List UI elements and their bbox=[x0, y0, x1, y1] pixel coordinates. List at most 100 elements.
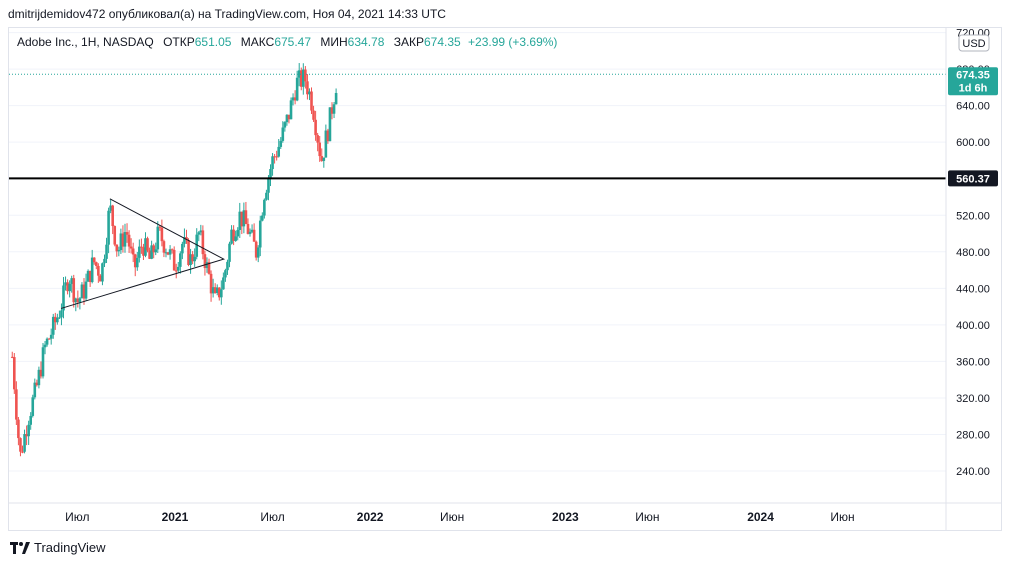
candle-body bbox=[166, 252, 170, 255]
price-tick-label: 400.00 bbox=[956, 320, 990, 332]
time-tick-label: Июл bbox=[65, 510, 89, 524]
candle-body bbox=[131, 248, 135, 255]
candle-body bbox=[51, 316, 55, 335]
candle-body bbox=[135, 257, 139, 268]
candle-body bbox=[283, 122, 287, 128]
candle-body bbox=[160, 227, 164, 242]
candle-body bbox=[39, 369, 43, 377]
candle-body bbox=[224, 270, 227, 278]
candle-body bbox=[127, 234, 131, 247]
footer-brand[interactable]: TradingView bbox=[10, 540, 106, 555]
level-badge bbox=[948, 170, 998, 187]
candle-body bbox=[29, 415, 33, 425]
price-tick-label: 440.00 bbox=[956, 283, 990, 295]
candle-body bbox=[250, 229, 254, 232]
candle-body bbox=[53, 316, 57, 323]
candle-body bbox=[64, 282, 67, 286]
price-tick-label: 600.00 bbox=[956, 137, 990, 149]
candle-body bbox=[150, 245, 153, 259]
candle-body bbox=[285, 114, 289, 123]
candle-body bbox=[13, 357, 16, 390]
candle-body bbox=[213, 287, 217, 293]
candle-body bbox=[101, 263, 104, 282]
candle-body bbox=[217, 287, 221, 298]
candle-body bbox=[146, 238, 149, 251]
price-tick-label: 480.00 bbox=[956, 247, 990, 259]
candle-body bbox=[62, 285, 65, 311]
candle-body bbox=[119, 233, 123, 251]
candle-body bbox=[205, 262, 209, 269]
candle-body bbox=[261, 215, 264, 221]
candle-body bbox=[84, 281, 88, 299]
candle-body bbox=[289, 100, 293, 120]
low-label: МИН bbox=[320, 35, 348, 49]
candle-body bbox=[269, 169, 272, 178]
candle-body bbox=[179, 253, 182, 267]
candle-body bbox=[220, 289, 223, 298]
candle-body bbox=[312, 110, 315, 120]
candle-body bbox=[242, 210, 246, 227]
candle-body bbox=[142, 247, 145, 256]
time-tick-label: 2024 bbox=[747, 510, 774, 524]
price-tick-label: 520.00 bbox=[956, 210, 990, 222]
candle-body bbox=[15, 389, 18, 420]
price-tick-label: 240.00 bbox=[956, 466, 990, 478]
candle-body bbox=[174, 270, 178, 272]
candle-body bbox=[189, 254, 192, 266]
candle-body bbox=[31, 397, 35, 416]
candle-body bbox=[105, 244, 108, 259]
candle-body bbox=[172, 249, 176, 271]
triangle-drawing[interactable] bbox=[60, 198, 226, 309]
candle-body bbox=[121, 233, 125, 247]
candle-body bbox=[215, 287, 219, 293]
tradingview-logo-icon bbox=[10, 541, 30, 554]
candle-body bbox=[332, 104, 336, 114]
candle-body bbox=[295, 77, 299, 101]
candle-body bbox=[254, 241, 258, 258]
candle-body bbox=[47, 338, 51, 340]
candle-body bbox=[35, 382, 39, 386]
candle-body bbox=[304, 69, 307, 82]
footer-brand-label: TradingView bbox=[34, 540, 106, 555]
symbol-label: Adobe Inc., 1H, NASDAQ bbox=[17, 35, 154, 49]
candle-body bbox=[99, 275, 102, 282]
candle-body bbox=[138, 246, 141, 258]
price-tick-label: 320.00 bbox=[956, 393, 990, 405]
candle-body bbox=[256, 247, 260, 258]
candle-body bbox=[232, 229, 235, 241]
candle-body bbox=[267, 177, 270, 193]
candle-body bbox=[318, 142, 322, 157]
candle-body bbox=[330, 107, 334, 114]
candle-body bbox=[201, 230, 205, 255]
candle-body bbox=[88, 270, 92, 283]
candle-body bbox=[41, 347, 45, 377]
candle-body bbox=[148, 250, 151, 259]
candle-body bbox=[80, 284, 84, 299]
price-axis[interactable]: 240.00 280.00 320.00 360.00 400.00 440.00 480.… bbox=[945, 28, 990, 531]
candle-body bbox=[92, 257, 96, 263]
candle-body bbox=[72, 278, 76, 303]
candle-body bbox=[273, 156, 276, 158]
currency-badge bbox=[958, 34, 990, 52]
countdown-badge-label: 1d 6h bbox=[959, 82, 988, 94]
candle-body bbox=[181, 243, 184, 254]
candle-body bbox=[320, 156, 324, 161]
time-axis[interactable]: Июл 2021 Июл 2022 Июн 2023 Июн 2024 Июн bbox=[9, 502, 1001, 524]
candle-body bbox=[19, 438, 22, 452]
candle-body bbox=[162, 241, 166, 253]
time-tick-label: 2023 bbox=[552, 510, 579, 524]
price-tick-label: 280.00 bbox=[956, 429, 990, 441]
candle-body bbox=[56, 317, 59, 323]
candle-body bbox=[187, 240, 190, 266]
candle-body bbox=[310, 91, 313, 111]
candle-body bbox=[299, 70, 303, 87]
last-price-badge bbox=[948, 67, 998, 96]
candle-body bbox=[297, 70, 301, 78]
candle-body bbox=[78, 298, 82, 303]
candle-body bbox=[43, 344, 47, 348]
candle-body bbox=[207, 262, 211, 274]
chart-frame bbox=[8, 27, 1002, 531]
candle-body bbox=[183, 237, 186, 244]
